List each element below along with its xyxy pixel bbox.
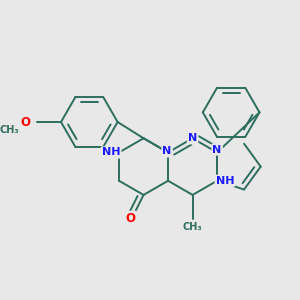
Text: O: O — [126, 212, 136, 225]
Text: CH₃: CH₃ — [183, 222, 202, 232]
Text: N: N — [212, 145, 222, 154]
Text: N: N — [188, 133, 197, 143]
Text: N: N — [163, 146, 172, 157]
Text: NH: NH — [216, 176, 234, 186]
Text: NH: NH — [102, 147, 121, 158]
Text: CH₃: CH₃ — [0, 125, 20, 135]
Text: O: O — [20, 116, 30, 128]
